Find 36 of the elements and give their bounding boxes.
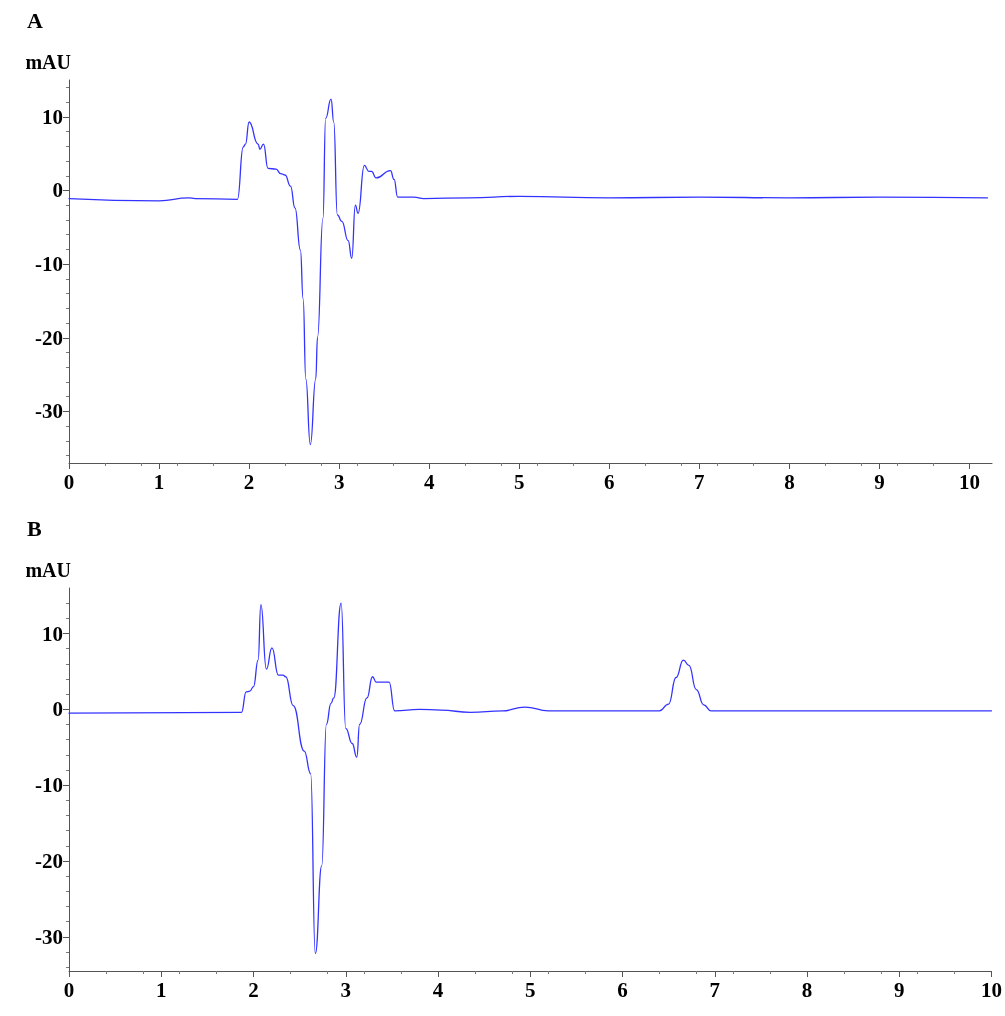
x-tick-label: 8 — [784, 469, 795, 494]
x-tick-label: 10 — [981, 977, 1002, 1002]
chart-title: B — [27, 515, 42, 541]
x-tick-label: 9 — [894, 977, 905, 1002]
y-tick-label: 10 — [42, 104, 63, 129]
x-tick-label: 6 — [604, 469, 615, 494]
x-tick-label: 8 — [801, 977, 813, 1002]
y-tick-label: -20 — [35, 849, 63, 874]
x-tick-label: 4 — [423, 469, 435, 494]
x-tick-label: 2 — [243, 469, 255, 494]
y-tick-label: -20 — [35, 325, 63, 350]
y-axis-title: mAU — [25, 51, 71, 73]
x-tick-label: 3 — [340, 977, 351, 1002]
y-axis-title: mAU — [25, 559, 71, 581]
x-tick-label: 3 — [333, 469, 345, 494]
x-tick-label: 1 — [156, 977, 167, 1002]
y-tick-label: 10 — [42, 621, 63, 646]
x-tick-label: 5 — [513, 469, 525, 494]
line-series — [68, 98, 989, 446]
y-tick-label: -30 — [35, 924, 63, 949]
x-tick-label: 9 — [874, 469, 885, 494]
x-tick-label: 4 — [432, 977, 444, 1002]
x-tick-label: 6 — [617, 977, 628, 1002]
x-tick-label: 7 — [694, 469, 705, 494]
y-tick-label: 0 — [52, 697, 63, 722]
y-tick-label: -10 — [35, 252, 63, 277]
x-tick-label: 2 — [248, 977, 259, 1002]
x-tick-label: 1 — [153, 469, 165, 494]
x-tick-label: 5 — [525, 977, 536, 1002]
x-tick-label: 7 — [709, 977, 720, 1002]
chart-title: A — [27, 7, 43, 33]
y-tick-label: -10 — [35, 773, 63, 798]
y-tick-label: 0 — [52, 178, 63, 203]
line-series — [68, 602, 993, 955]
x-tick-label: 10 — [958, 469, 980, 494]
y-tick-label: -30 — [35, 399, 63, 424]
